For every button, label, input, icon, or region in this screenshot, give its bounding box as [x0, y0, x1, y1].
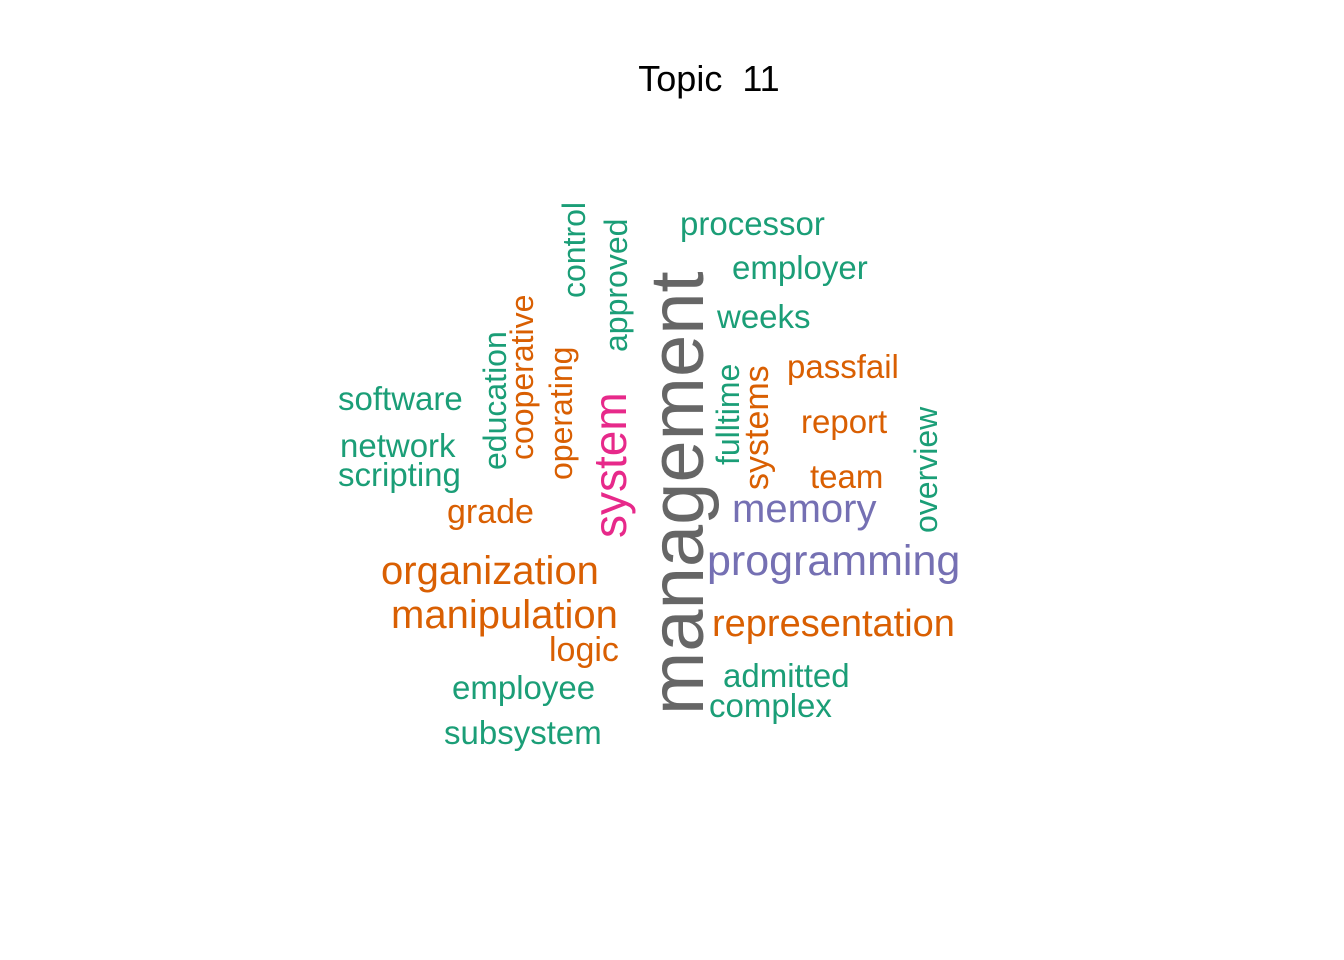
- word-team: team: [810, 458, 884, 495]
- word-overview: overview: [908, 406, 944, 533]
- word-manipulation: manipulation: [391, 593, 618, 637]
- word-subsystem: subsystem: [444, 714, 602, 751]
- word-system: system: [584, 392, 636, 538]
- word-network: network: [340, 427, 456, 464]
- word-scripting: scripting: [338, 456, 461, 493]
- word-logic: logic: [549, 631, 619, 669]
- word-grade: grade: [447, 493, 534, 531]
- word-cooperative: cooperative: [504, 294, 540, 460]
- word-systems: systems: [738, 365, 776, 490]
- word-representation: representation: [712, 603, 955, 645]
- word-passfail: passfail: [787, 348, 899, 385]
- word-software: software: [338, 380, 463, 417]
- word-complex: complex: [709, 687, 832, 724]
- word-management: management: [635, 271, 720, 715]
- word-report: report: [801, 403, 888, 440]
- word-processor: processor: [680, 205, 825, 242]
- chart-title: Topic 11: [638, 58, 780, 99]
- word-memory: memory: [732, 487, 877, 531]
- word-operating: operating: [543, 346, 579, 480]
- word-weeks: weeks: [717, 298, 811, 335]
- word-organization: organization: [381, 549, 599, 593]
- word-approved: approved: [598, 218, 634, 352]
- word-admitted: admitted: [723, 657, 850, 694]
- word-employer: employer: [732, 249, 868, 286]
- word-programming: programming: [707, 537, 961, 585]
- word-employee: employee: [452, 669, 596, 706]
- word-control: control: [556, 201, 592, 298]
